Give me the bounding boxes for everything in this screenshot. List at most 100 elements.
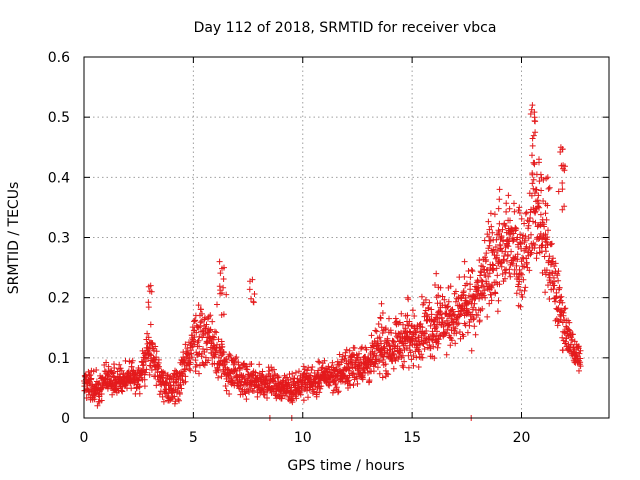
data-point	[537, 171, 544, 178]
data-point	[515, 244, 522, 250]
data-point	[406, 318, 413, 325]
y-tick-label: 0.5	[48, 110, 70, 126]
y-tick-label: 0.6	[48, 50, 70, 66]
data-point	[239, 391, 246, 398]
data-point	[456, 311, 463, 318]
y-tick-label: 0.1	[48, 351, 70, 367]
data-point	[413, 337, 420, 344]
data-point	[202, 314, 208, 321]
data-point	[423, 328, 430, 334]
data-point	[211, 334, 218, 341]
data-point	[263, 377, 270, 384]
data-point	[517, 231, 524, 238]
data-point	[318, 383, 325, 390]
data-point	[567, 344, 573, 351]
data-point	[525, 235, 532, 242]
data-point	[316, 389, 323, 396]
data-point	[569, 337, 576, 344]
data-point	[410, 362, 417, 369]
data-point	[343, 346, 350, 353]
data-point	[488, 297, 495, 304]
data-point	[435, 284, 442, 291]
data-point	[479, 305, 486, 312]
data-point	[376, 358, 383, 365]
data-point	[203, 338, 210, 345]
data-point	[577, 355, 584, 362]
data-point	[468, 347, 475, 354]
data-point	[266, 368, 273, 374]
data-point	[92, 390, 99, 397]
data-point	[376, 334, 383, 341]
data-point	[506, 205, 513, 212]
data-point	[513, 290, 520, 297]
data-point	[528, 231, 534, 238]
data-point	[199, 310, 205, 317]
data-point	[566, 319, 573, 326]
data-point	[514, 256, 521, 263]
data-point	[521, 287, 528, 294]
data-point	[548, 240, 555, 247]
data-point	[532, 219, 539, 226]
data-point	[385, 371, 392, 378]
data-point	[246, 286, 253, 293]
data-point	[223, 359, 230, 366]
data-point	[559, 206, 566, 213]
data-point	[513, 262, 520, 269]
data-point	[537, 211, 544, 218]
data-point	[271, 366, 277, 373]
data-point	[144, 330, 151, 337]
data-point	[91, 396, 98, 403]
data-point	[531, 161, 538, 168]
data-point	[421, 346, 428, 352]
data-point	[128, 385, 135, 392]
data-point	[93, 367, 100, 373]
data-point	[192, 357, 199, 364]
data-point	[511, 208, 518, 215]
data-point	[546, 184, 553, 191]
data-point	[94, 402, 101, 409]
data-point	[419, 324, 426, 331]
data-point	[351, 345, 358, 351]
data-point	[176, 391, 183, 397]
data-point	[556, 284, 563, 291]
data-point	[504, 236, 511, 243]
data-point	[357, 356, 364, 363]
data-point	[278, 395, 285, 402]
data-point	[559, 186, 566, 193]
data-point	[416, 348, 423, 355]
data-point	[522, 284, 529, 291]
data-point	[496, 281, 503, 288]
data-point	[488, 223, 495, 230]
data-point	[533, 250, 540, 257]
data-point	[227, 352, 234, 359]
data-point	[346, 365, 353, 372]
x-tick-label: 0	[80, 430, 89, 446]
data-point	[483, 250, 490, 257]
data-point	[507, 231, 514, 238]
data-point	[401, 358, 408, 365]
data-point	[207, 327, 213, 334]
data-point	[248, 361, 255, 367]
data-point	[560, 312, 567, 319]
data-point	[528, 192, 535, 199]
data-point	[464, 329, 471, 336]
y-tick-label: 0.3	[48, 231, 70, 247]
data-point	[407, 337, 413, 344]
x-axis-title: GPS time / hours	[287, 458, 404, 474]
data-point	[259, 368, 266, 375]
data-point	[445, 303, 451, 310]
data-point	[378, 324, 385, 331]
data-point	[390, 339, 397, 346]
data-point	[541, 223, 548, 230]
data-point	[559, 180, 566, 186]
data-point	[217, 290, 224, 297]
data-point	[386, 315, 392, 322]
data-point	[571, 338, 578, 345]
data-point	[405, 352, 412, 359]
data-point	[398, 310, 405, 317]
data-point	[382, 325, 389, 332]
data-point	[182, 378, 189, 385]
data-point	[559, 146, 566, 153]
y-tick-label: 0.2	[48, 291, 70, 307]
data-point	[453, 330, 460, 337]
